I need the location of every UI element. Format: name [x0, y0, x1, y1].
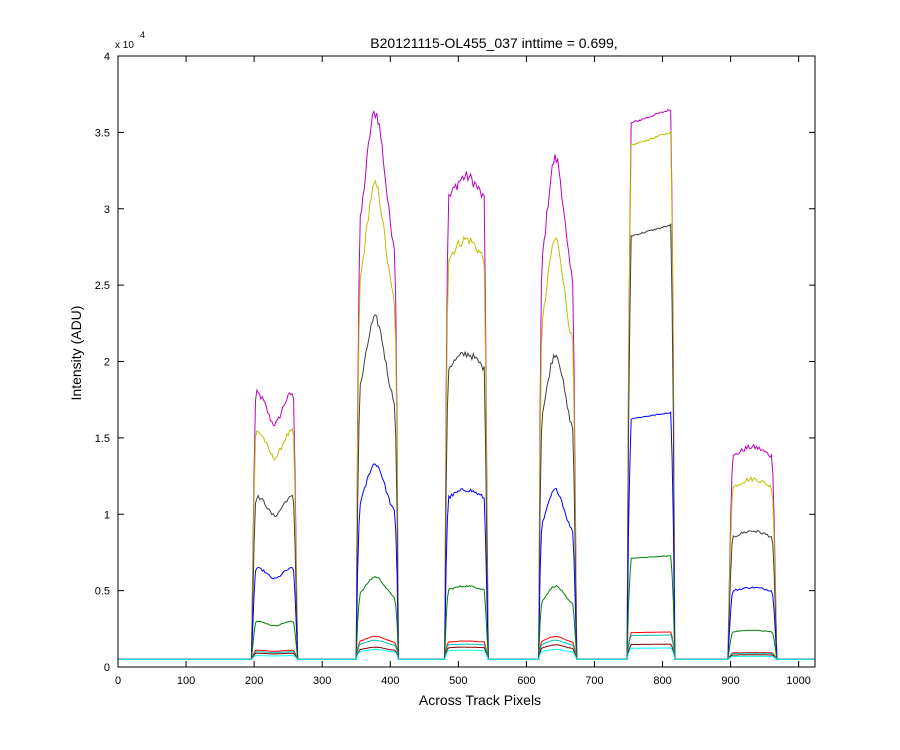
series-layer [118, 108, 815, 660]
x-axis-ticks: 0 100 200 300 400 500 600 700 800 900 1000 [115, 56, 811, 687]
y-multiplier-label: x 10 [115, 40, 134, 51]
x-tick-label: 400 [381, 675, 399, 687]
y-tick-label: 3.5 [95, 127, 110, 139]
chart-title: B20121115-OL455_037 inttime = 0.699, [370, 35, 617, 51]
x-tick-label: 700 [585, 675, 603, 687]
y-tick-label: 2.5 [95, 280, 110, 292]
y-tick-label: 0.5 [95, 586, 110, 598]
plot-background [118, 56, 815, 667]
x-tick-label: 500 [449, 675, 467, 687]
x-tick-label: 200 [245, 675, 263, 687]
y-tick-label: 3 [104, 204, 110, 216]
x-axis-label: Across Track Pixels [419, 692, 541, 708]
y-tick-label: 2 [104, 357, 110, 369]
x-tick-label: 800 [653, 675, 671, 687]
y-tick-label: 1 [104, 509, 110, 521]
x-tick-label: 1000 [786, 675, 810, 687]
x-tick-label: 300 [313, 675, 331, 687]
y-multiplier-exponent: 4 [140, 30, 145, 40]
y-tick-label: 4 [104, 51, 110, 63]
y-axis-label: Intensity (ADU) [68, 306, 84, 401]
x-tick-label: 100 [177, 675, 195, 687]
y-tick-label: 1.5 [95, 433, 110, 445]
x-tick-label: 600 [517, 675, 535, 687]
series-line [118, 647, 815, 660]
y-axis-ticks: 0 0.5 1 1.5 2 2.5 3 3.5 4 [95, 51, 815, 674]
y-tick-label: 0 [104, 662, 110, 674]
x-tick-label: 0 [115, 675, 121, 687]
x-tick-label: 900 [721, 675, 739, 687]
